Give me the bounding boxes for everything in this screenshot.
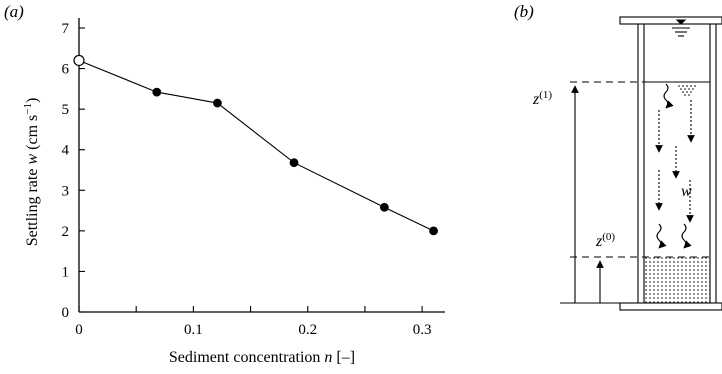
y-tick-label: 2 (62, 224, 70, 240)
wavy-arrows (656, 83, 692, 249)
suspension-patch (678, 85, 696, 96)
column-bottom-plate (619, 302, 722, 311)
z0-label: z(0) (595, 231, 615, 250)
data-point (289, 158, 299, 168)
data-point (73, 54, 85, 67)
y-tick-label: 6 (62, 62, 70, 78)
settling-rate-chart: 0 1 2 3 4 5 6 7 0 0.1 0.2 0.3 (62, 18, 445, 338)
panel-label-b: (b) (514, 2, 534, 21)
sediment-bed (644, 257, 710, 303)
y-axis-label: Settling rate w (cm s−1) (22, 98, 41, 247)
column-top-plate (619, 16, 722, 25)
data-point (212, 98, 222, 108)
water-surface-icon (672, 19, 690, 37)
y-tick-label: 0 (62, 305, 70, 321)
x-axis-label: Sediment concentration n [–] (169, 349, 355, 366)
data-point (379, 202, 389, 212)
x-tick-label: 0.2 (298, 322, 317, 338)
x-tick-label: 0.1 (184, 322, 203, 338)
y-tick-label: 7 (62, 21, 70, 37)
y-tick-label: 3 (62, 183, 70, 199)
y-tick-label: 4 (62, 143, 70, 159)
z1-label: z(1) (532, 89, 552, 108)
y-tick-label: 5 (62, 102, 70, 118)
wavy-arrow (681, 223, 692, 249)
panel-label-a: (a) (4, 2, 24, 21)
settling-arrows (655, 100, 695, 223)
x-tick-label: 0 (75, 322, 83, 338)
sedimentation-diagram: (b) (514, 2, 722, 311)
settling-velocity-label: w (681, 183, 692, 200)
y-tick-label: 1 (62, 264, 70, 280)
wavy-arrow (663, 83, 674, 109)
series-line (78, 59, 434, 232)
data-point (152, 87, 162, 97)
wavy-arrow (656, 223, 667, 249)
x-tick-label: 0.3 (413, 322, 432, 338)
data-point (429, 226, 438, 236)
